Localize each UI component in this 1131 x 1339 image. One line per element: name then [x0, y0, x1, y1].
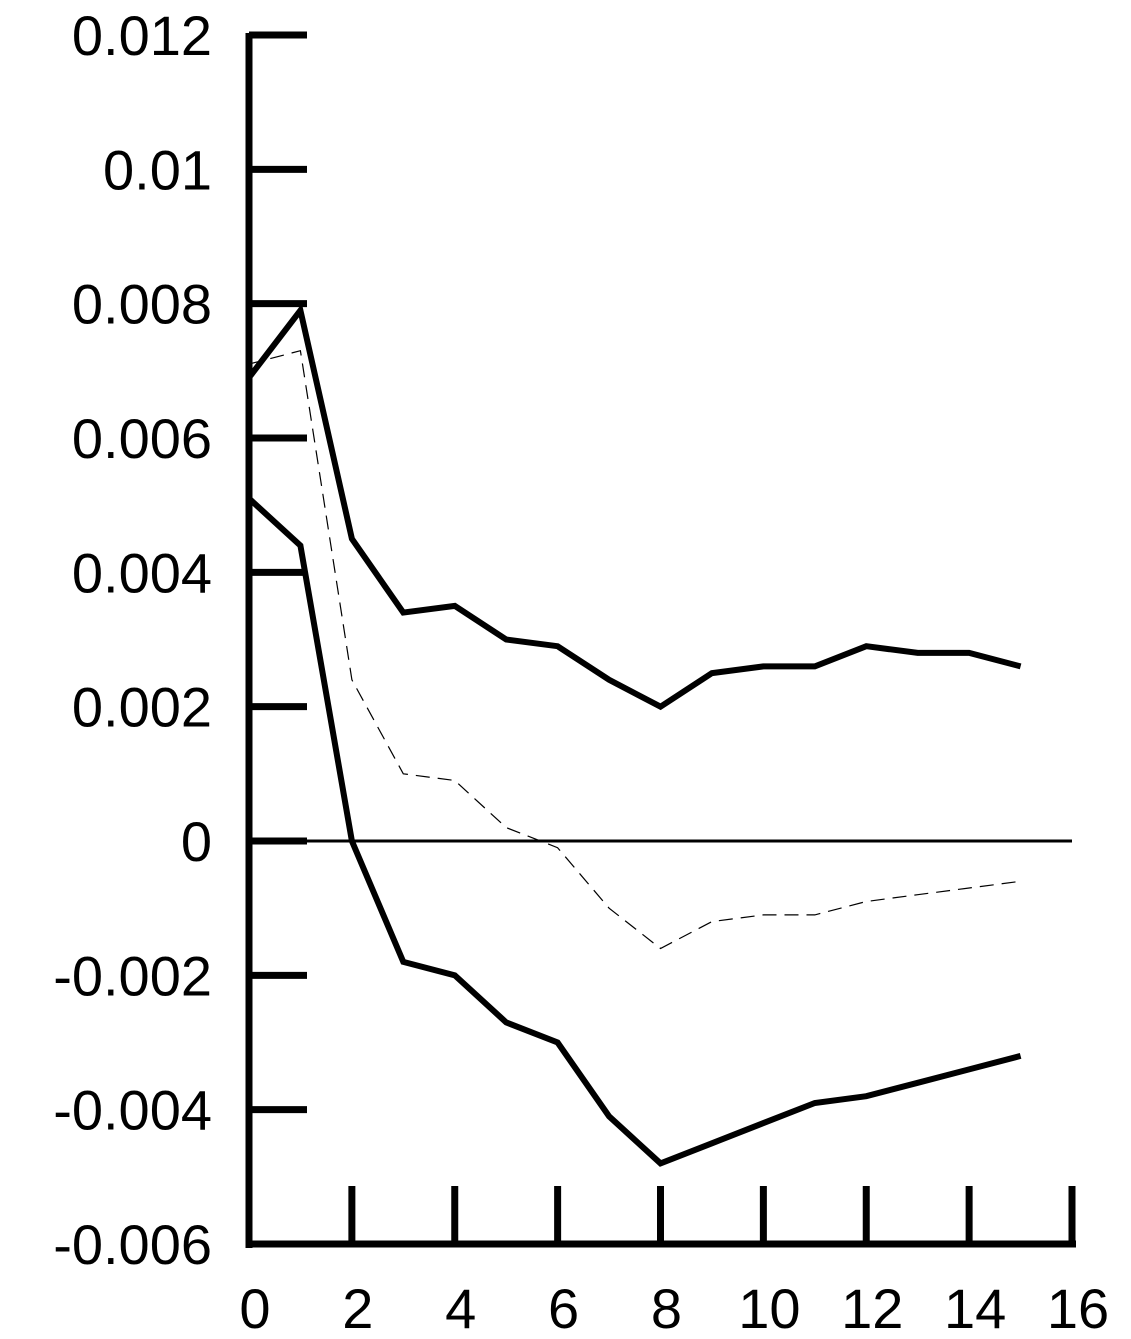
x-tick-label: 0 [239, 1277, 270, 1339]
series-line-dashed [248, 349, 1021, 950]
y-tick-label: 0.012 [72, 4, 212, 67]
x-tick-label: 16 [1047, 1277, 1109, 1339]
x-tick-label: 4 [445, 1277, 476, 1339]
series-line-solid [246, 303, 1022, 711]
x-tick-label: 6 [548, 1277, 579, 1339]
x-tick-label: 14 [944, 1277, 1006, 1339]
x-tick-label: 2 [342, 1277, 373, 1339]
y-tick-label: 0.004 [72, 541, 212, 604]
y-tick-label: 0.01 [103, 138, 212, 201]
y-tick-label: 0 [181, 810, 212, 873]
y-tick-label: -0.006 [53, 1213, 212, 1276]
x-tick-label: 12 [841, 1277, 903, 1339]
y-tick-label: 0.006 [72, 407, 212, 470]
series-line-solid [246, 496, 1022, 1167]
x-tick-label: 8 [651, 1277, 682, 1339]
y-tick-label: -0.002 [53, 944, 212, 1007]
y-tick-label: -0.004 [53, 1079, 212, 1142]
y-tick-label: 0.008 [72, 273, 212, 336]
x-tick-label: 10 [738, 1277, 800, 1339]
y-tick-label: 0.002 [72, 676, 212, 739]
